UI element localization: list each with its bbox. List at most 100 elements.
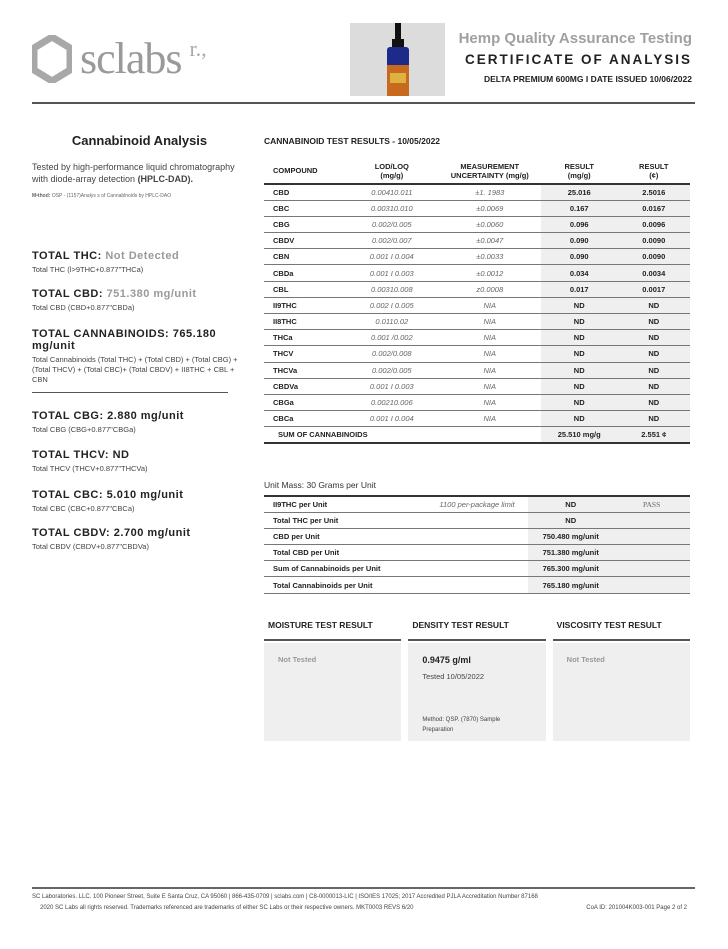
unit-value: 751.380 mg/unit bbox=[528, 544, 614, 562]
total-formula: Total Cannabinoids (Total THC) + (Total … bbox=[32, 355, 238, 384]
section-title: Cannabinoid Analysis bbox=[71, 133, 208, 148]
unit-limit bbox=[425, 576, 529, 594]
table-row: THCV 0.002/0.008 NIA ND ND bbox=[264, 345, 690, 363]
product-image bbox=[350, 23, 445, 96]
column-header: COMPOUND bbox=[264, 158, 345, 185]
total-value: 2.700 mg/unit bbox=[113, 527, 191, 539]
table-row: CBL 0.00310.008 z0.0008 0.017 0.0017 bbox=[264, 281, 690, 298]
table-row: THCVa 0.002/0.005 NIA ND ND bbox=[264, 362, 690, 379]
total-block: TOTAL CBD: 751.380 mg/unit Total CBD (CBD… bbox=[32, 288, 247, 313]
unit-status bbox=[613, 544, 690, 562]
cell-result-mg-g: ND bbox=[540, 378, 618, 395]
cell-result-pct: 0.0034 bbox=[617, 264, 690, 282]
unit-status bbox=[613, 576, 690, 594]
method-description: Tested by high-performance liquid chroma… bbox=[32, 162, 235, 184]
cell-compound: CBDa bbox=[264, 264, 345, 282]
total-value: 5.010 mg/unit bbox=[106, 489, 184, 501]
total-value: ND bbox=[112, 449, 130, 461]
sum-pct: 2.551 ¢ bbox=[617, 426, 690, 445]
cell-lod-loq: 0.00410.011 bbox=[344, 184, 439, 201]
total-formula: Total THCV (THCV+0.877"THCVa) bbox=[32, 464, 148, 473]
unit-label: II9THC per Unit bbox=[264, 496, 426, 513]
cannabinoid-results-table: COMPOUND LOD/LOQ (mg/g) MEASUREMENT UNCERT… bbox=[264, 158, 690, 445]
totals-divider bbox=[32, 392, 228, 393]
total-label: TOTAL CBD: bbox=[32, 288, 103, 300]
total-label: TOTAL THCV: bbox=[32, 449, 109, 461]
cell-result-pct: ND bbox=[617, 297, 690, 315]
unit-label: Sum of Cannabinoids per Unit bbox=[264, 560, 426, 578]
column-header: RESULT (¢) bbox=[617, 158, 690, 185]
table-row: II9THC per Unit 1100 per-package limit ND P… bbox=[264, 496, 690, 513]
table-row: THCa 0.001 /0.002 NIA ND ND bbox=[264, 329, 690, 347]
cell-lod-loq: 0.002 I 0.005 bbox=[344, 297, 439, 315]
header-title: Hemp Quality Assurance Testing bbox=[458, 30, 692, 47]
footer-address: SC Laboratories. LLC. 100 Pioneer Street… bbox=[32, 894, 538, 900]
cell-compound: CBC bbox=[264, 200, 345, 217]
table-row: II8THC 0.0110.02 NIA ND ND bbox=[264, 313, 690, 331]
cell-lod-loq: 0.00310.010 bbox=[344, 200, 439, 217]
cell-lod-loq: 0.001 /0.002 bbox=[344, 329, 439, 347]
unit-status bbox=[613, 528, 690, 546]
unit-status: PASS bbox=[613, 496, 690, 513]
total-formula: Total CBDV (CBDV+0.877"CBDVa) bbox=[32, 542, 149, 551]
unit-mass: Unit Mass: 30 Grams per Unit bbox=[264, 480, 376, 490]
density-value: 0.9475 g/ml bbox=[422, 654, 471, 665]
moisture-test: MOISTURE TEST RESULT Not Tested bbox=[264, 620, 402, 741]
cell-result-pct: ND bbox=[617, 378, 690, 395]
table-row: CBC 0.00310.010 ±0.0069 0.167 0.0167 bbox=[264, 200, 690, 217]
total-formula: Total CBC (CBC+0.877"CBCa) bbox=[32, 504, 135, 513]
table-row: II9THC 0.002 I 0.005 NIA ND ND bbox=[264, 297, 690, 315]
cell-uncertainty: ±0.0033 bbox=[438, 248, 541, 266]
unit-value: 750.480 mg/unit bbox=[528, 528, 614, 546]
logo-text: sclabs bbox=[80, 34, 183, 83]
table-row: CBD per Unit 750.480 mg/unit bbox=[264, 528, 690, 546]
cell-uncertainty: NIA bbox=[438, 297, 541, 315]
total-label: TOTAL CBC: bbox=[32, 489, 103, 501]
cell-result-pct: ND bbox=[617, 394, 690, 412]
table-row: CBDVa 0.001 I 0.003 NIA ND ND bbox=[264, 378, 690, 395]
column-header: RESULT (mg/g) bbox=[540, 158, 618, 185]
table-row: Total CBD per Unit 751.380 mg/unit bbox=[264, 544, 690, 562]
viscosity-test: VISCOSITY TEST RESULT Not Tested bbox=[552, 620, 690, 741]
total-block: TOTAL THC: Not Detected Total THC (l>9THC… bbox=[32, 250, 247, 275]
cell-result-pct: ND bbox=[617, 345, 690, 363]
total-heading: TOTAL CANNABINOIDS: 765.180 mg/unit bbox=[32, 328, 247, 352]
header-divider bbox=[32, 102, 695, 104]
cell-result-pct: ND bbox=[617, 313, 690, 331]
cell-uncertainty: NIA bbox=[438, 378, 541, 395]
total-label: TOTAL CBG: bbox=[32, 410, 104, 422]
density-method: Method: QSP. (7870) Sample Preparation bbox=[422, 716, 501, 733]
cell-result-mg-g: ND bbox=[540, 313, 618, 331]
cell-compound: CBDVa bbox=[264, 378, 345, 395]
cell-result-mg-g: ND bbox=[540, 297, 618, 315]
footer-divider bbox=[32, 887, 695, 889]
unit-label: Total CBD per Unit bbox=[264, 544, 426, 562]
cell-lod-loq: 0.00210.006 bbox=[344, 394, 439, 412]
cell-lod-loq: 0.0110.02 bbox=[344, 313, 439, 331]
unit-limit: 1100 per-package limit bbox=[425, 496, 529, 513]
cell-compound: CBD bbox=[264, 184, 345, 201]
cell-compound: CBGa bbox=[264, 394, 345, 412]
cell-compound: CBDV bbox=[264, 232, 345, 250]
total-block: TOTAL CBDV: 2.700 mg/unit Total CBDV (CBD… bbox=[32, 527, 247, 552]
total-heading: TOTAL CBG: 2.880 mg/unit bbox=[32, 410, 247, 422]
cell-compound: CBG bbox=[264, 216, 345, 234]
cell-lod-loq: 0.001 I 0.004 bbox=[344, 410, 439, 428]
cell-result-pct: 0.0090 bbox=[617, 248, 690, 266]
cell-result-mg-g: 0.090 bbox=[540, 232, 618, 250]
total-heading: TOTAL THC: Not Detected bbox=[32, 250, 247, 262]
unit-value: 765.300 mg/unit bbox=[528, 560, 614, 578]
logo-sup: r., bbox=[189, 35, 207, 61]
total-label: TOTAL CANNABINOIDS: bbox=[32, 328, 170, 340]
sum-mg-g: 25.510 mg/g bbox=[540, 426, 618, 445]
unit-limit bbox=[425, 544, 529, 562]
total-heading: TOTAL THCV: ND bbox=[32, 449, 247, 461]
cell-result-pct: ND bbox=[617, 362, 690, 379]
total-label: TOTAL CBDV: bbox=[32, 527, 111, 539]
cell-result-mg-g: 0.167 bbox=[540, 200, 618, 217]
cell-result-mg-g: ND bbox=[540, 345, 618, 363]
cell-compound: CBN bbox=[264, 248, 345, 266]
unit-label: Total THC per Unit bbox=[264, 512, 426, 529]
density-test: DENSITY TEST RESULT 0.9475 g/ml Tested 1… bbox=[408, 620, 546, 741]
cell-lod-loq: 0.001 I 0.003 bbox=[344, 264, 439, 282]
